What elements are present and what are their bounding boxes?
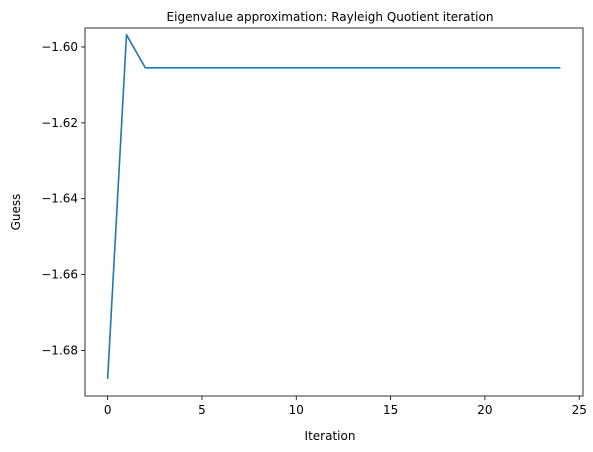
x-axis-label: Iteration [305,429,356,443]
x-tick-label: 0 [104,403,112,417]
y-tick-label: −1.68 [41,343,78,357]
x-tick-label: 20 [477,403,492,417]
y-axis-label: Guess [9,194,23,231]
y-tick-label: −1.62 [41,116,78,130]
x-tick-label: 25 [572,403,587,417]
x-tick-label: 5 [198,403,206,417]
x-tick-label: 10 [289,403,304,417]
chart-title: Eigenvalue approximation: Rayleigh Quoti… [167,10,494,24]
x-tick-label: 15 [383,403,398,417]
y-tick-label: −1.64 [41,192,78,206]
y-tick-label: −1.60 [41,40,78,54]
y-tick-label: −1.66 [41,268,78,282]
